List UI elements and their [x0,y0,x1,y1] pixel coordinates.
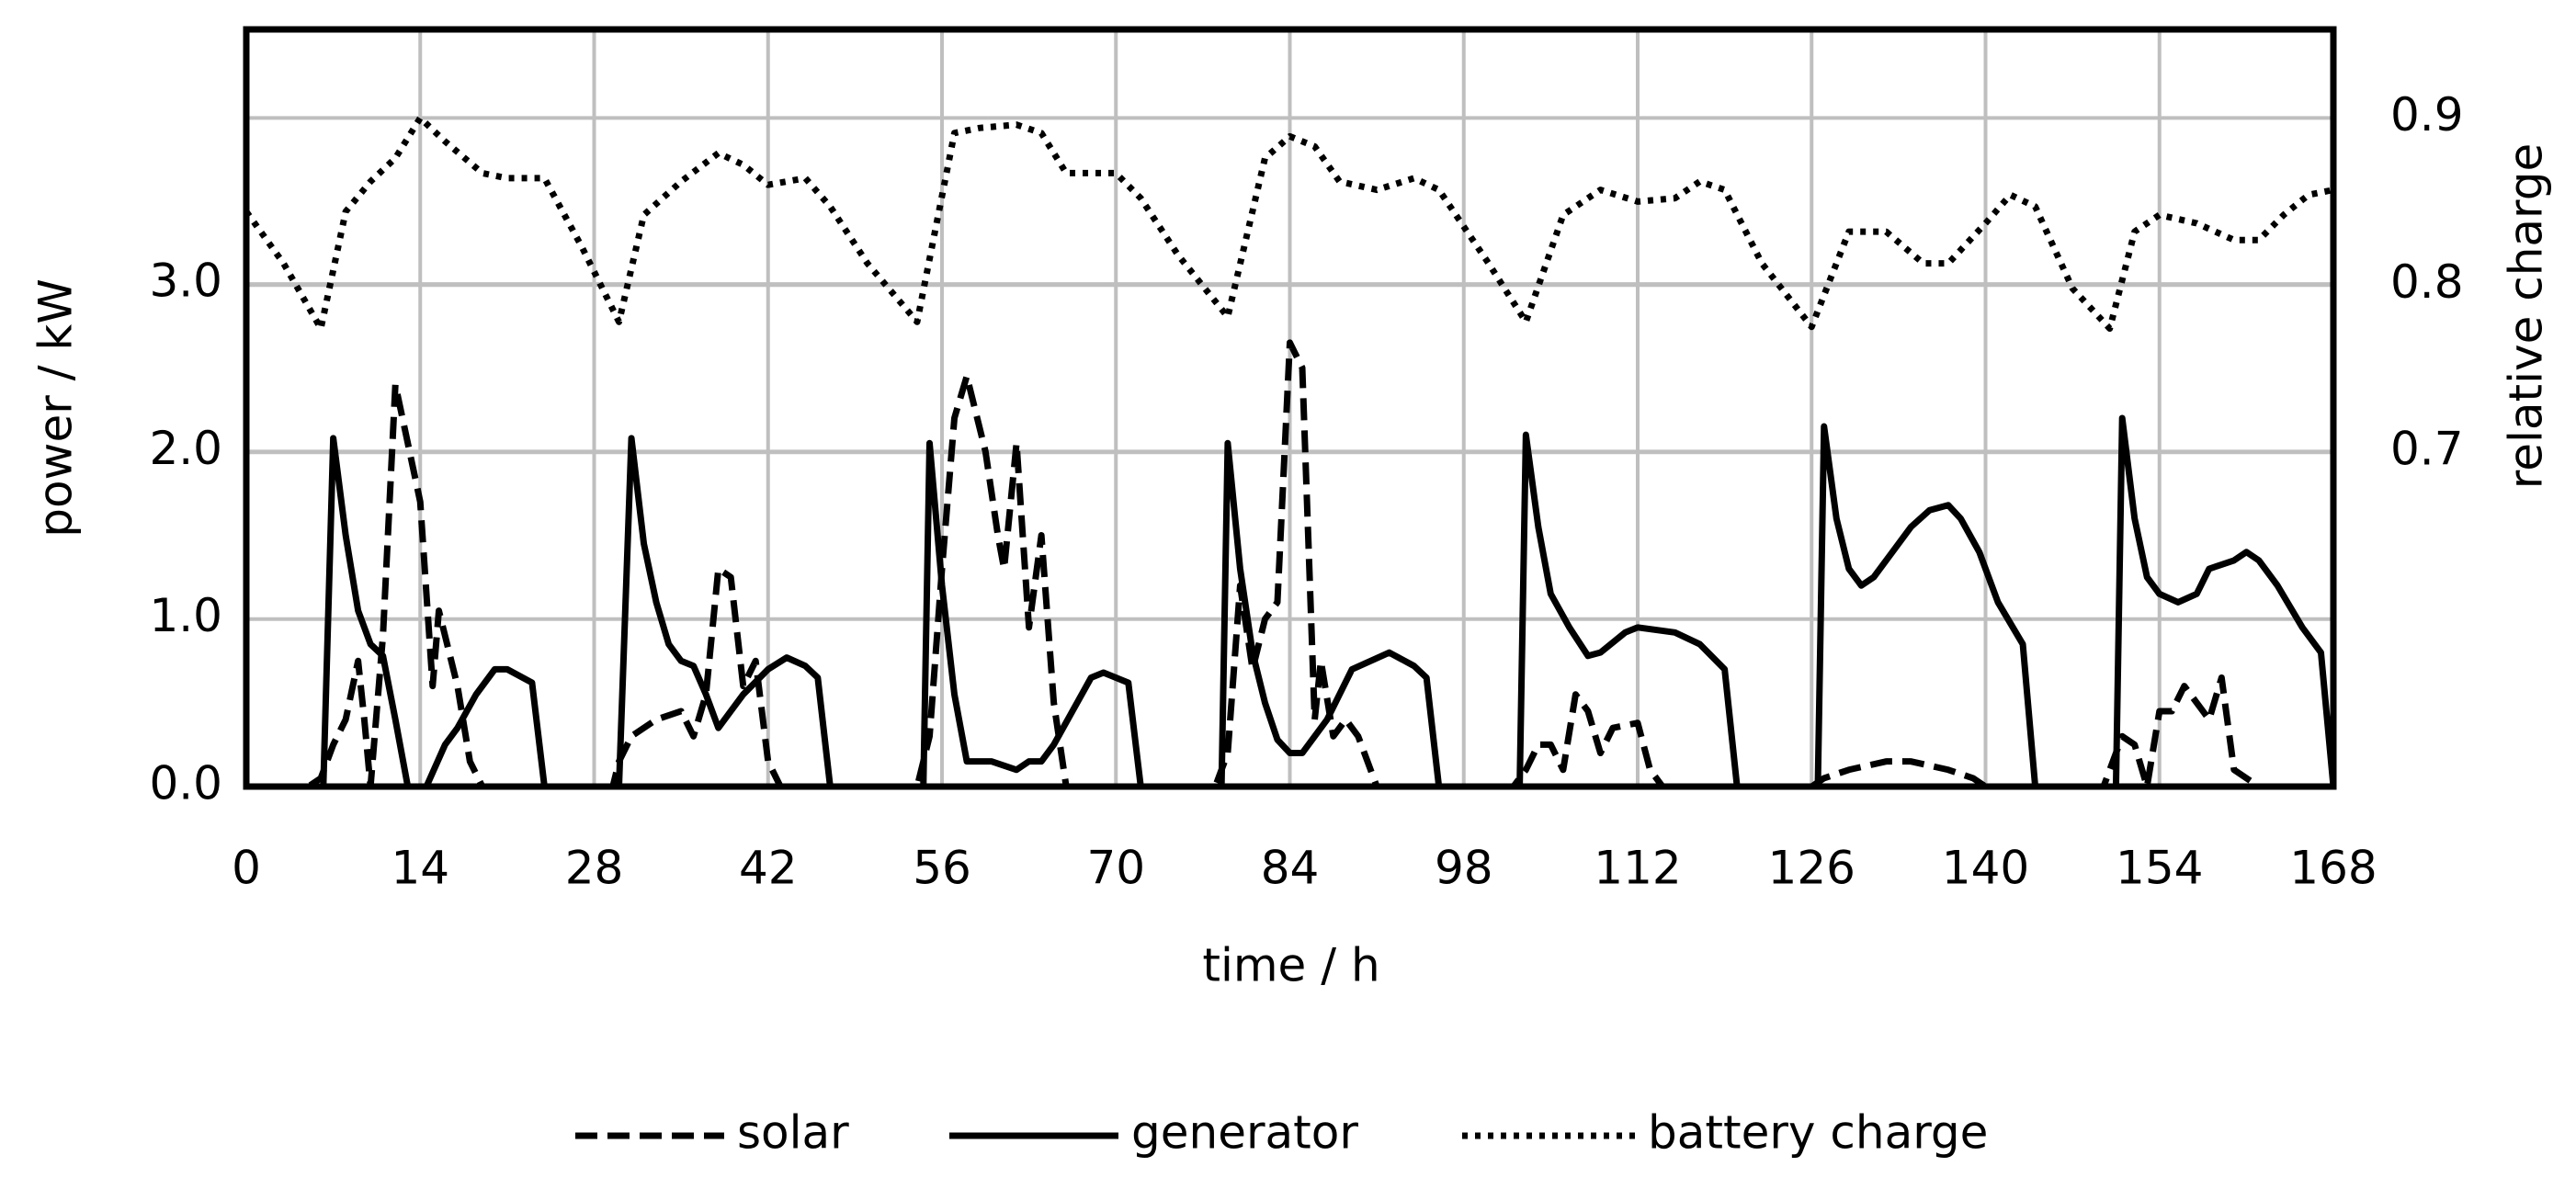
x-tick-label: 0 [232,842,261,895]
series-line [244,114,2334,333]
x-tick-label: 42 [739,842,798,895]
y2-axis-title: relative charge [2500,143,2553,490]
legend-label: solar [737,1106,849,1160]
y2-tick-label: 0.8 [2390,255,2464,309]
x-tick-label: 56 [913,842,971,895]
x-axis-title: time / h [1202,939,1379,992]
x-tick-label: 84 [1261,842,1320,895]
y-tick-label: 3.0 [149,255,222,308]
x-tick-label: 98 [1435,842,1493,895]
y-tick-label: 1.0 [149,589,222,642]
legend-label: battery charge [1648,1106,1988,1160]
x-tick-label: 14 [391,842,449,895]
x-tick-label: 168 [2289,842,2377,895]
y-tick-label: 0.0 [149,757,222,810]
x-tick-label: 126 [1768,842,1855,895]
x-tick-label: 154 [2116,842,2203,895]
legend-label: generator [1131,1106,1358,1160]
y-tick-label: 2.0 [149,422,222,475]
plot-frame [243,26,2337,790]
x-tick-label: 28 [565,842,624,895]
y-axis-title: power / kW [29,278,83,538]
x-tick-label: 112 [1594,842,1681,895]
x-tick-label: 140 [1942,842,2029,895]
x-tick-label: 70 [1086,842,1145,895]
y2-tick-label: 0.9 [2390,88,2464,142]
y2-tick-label: 0.7 [2390,423,2464,476]
series-line [246,414,2337,790]
